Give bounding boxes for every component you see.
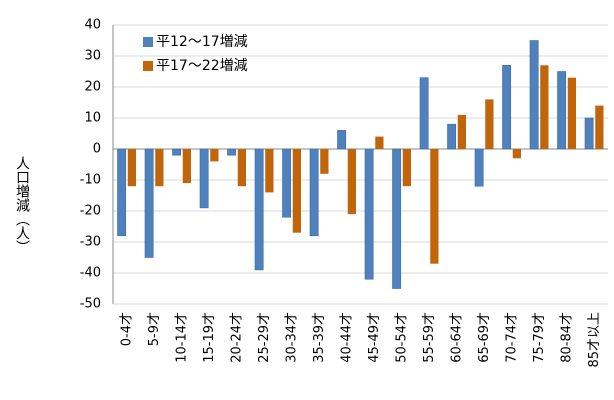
- y-tick-label: 0: [93, 142, 101, 157]
- bar: [182, 149, 191, 184]
- bar: [210, 149, 219, 162]
- legend-label: 平12～17増減: [156, 33, 248, 50]
- bar: [457, 114, 466, 149]
- x-tick-label: 0-4才: [119, 312, 134, 346]
- bar: [584, 117, 594, 150]
- bar: [540, 65, 549, 149]
- bar: [117, 148, 127, 237]
- bar: [144, 148, 154, 258]
- bar: [474, 148, 484, 187]
- x-tick-label: 5-9才: [147, 312, 162, 346]
- bar: [392, 148, 402, 289]
- bar: [237, 149, 246, 187]
- x-tick-label: 55-59才: [422, 312, 437, 363]
- x-tick-label: 45-49才: [367, 312, 382, 363]
- bar: [265, 149, 274, 193]
- bar: [127, 149, 136, 187]
- bar: [172, 148, 182, 156]
- bar: [402, 149, 411, 187]
- y-tick-label: 40: [84, 18, 101, 33]
- bar: [320, 149, 329, 174]
- x-tick-label: 40-44才: [339, 312, 354, 363]
- bar: [512, 149, 521, 159]
- bar: [227, 148, 237, 156]
- x-tick-label: 50-54才: [394, 312, 409, 363]
- x-tick-label: 35-39才: [312, 312, 327, 363]
- y-tick-label: 30: [84, 49, 101, 64]
- y-tick-label: -30: [80, 235, 101, 250]
- bar: [375, 136, 384, 149]
- bar: [309, 148, 319, 237]
- x-tick-label: 80-84才: [559, 312, 574, 363]
- legend-swatch: [143, 37, 153, 47]
- x-tick-label: 70-74才: [504, 312, 519, 363]
- bar: [595, 105, 604, 149]
- y-tick-label: -20: [80, 204, 101, 219]
- y-tick-label: 20: [84, 80, 101, 95]
- y-tick-label: -40: [80, 266, 101, 281]
- bar: [254, 148, 264, 271]
- bar: [430, 149, 439, 264]
- x-tick-label: 30-34才: [284, 312, 299, 363]
- bar: [529, 40, 539, 150]
- bar: [557, 71, 567, 150]
- y-tick-label: -10: [80, 173, 101, 188]
- y-axis-label: 人口増減（人）: [14, 156, 30, 254]
- x-tick-label: 85才以上: [587, 312, 602, 368]
- bar: [337, 130, 347, 150]
- bar: [364, 148, 374, 280]
- bar: [155, 149, 164, 187]
- legend-swatch: [143, 61, 153, 71]
- x-tick-label: 10-14才: [174, 312, 189, 363]
- x-tick-label: 75-79才: [532, 312, 547, 363]
- bar: [199, 148, 209, 209]
- bar: [485, 99, 494, 149]
- legend-label: 平17～22増減: [156, 57, 248, 74]
- bar: [567, 77, 576, 149]
- y-tick-label: 10: [84, 111, 101, 126]
- x-tick-label: 15-19才: [202, 312, 217, 363]
- bar: [292, 149, 301, 233]
- x-tick-label: 25-29才: [257, 312, 272, 363]
- bar: [347, 149, 356, 215]
- x-tick-label: 20-24才: [229, 312, 244, 363]
- bar: [447, 123, 457, 150]
- y-tick-label: -50: [80, 297, 101, 312]
- bar: [282, 148, 292, 218]
- bar: [419, 77, 429, 150]
- x-tick-label: 60-64才: [449, 312, 464, 363]
- bar: [502, 65, 512, 150]
- x-tick-label: 65-69才: [477, 312, 492, 363]
